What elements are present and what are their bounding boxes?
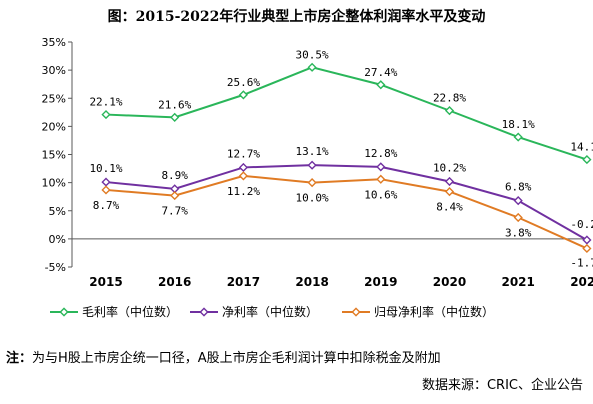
legend-marker [59, 307, 69, 317]
series-line [105, 174, 588, 250]
data-point-marker [238, 90, 248, 100]
legend-label: 毛利率（中位数） [82, 304, 178, 319]
x-tick-label: 2018 [295, 275, 328, 289]
x-tick-label: 2017 [227, 275, 260, 289]
y-tick-label: 10% [42, 177, 66, 190]
data-label: 22.8% [433, 92, 466, 105]
data-point-marker [101, 185, 111, 195]
data-point-marker [170, 190, 180, 201]
x-tick-label: 2021 [501, 275, 534, 289]
x-tick-label: 2016 [158, 275, 191, 289]
y-tick-label: 0% [49, 233, 66, 246]
data-point-marker [238, 162, 248, 173]
data-point-marker [170, 112, 180, 122]
data-label: 3.8% [505, 227, 532, 240]
data-point-marker [582, 243, 592, 254]
data-label: 8.9% [161, 169, 188, 182]
x-tick-label: 2022 [570, 275, 593, 289]
data-point-marker [513, 196, 523, 206]
y-tick-label: 25% [42, 92, 66, 105]
data-label: 8.4% [436, 201, 463, 214]
footnote-label: 注： [6, 351, 33, 366]
data-label: -0.2% [570, 218, 593, 231]
data-point-marker [444, 106, 455, 116]
legend-marker [351, 307, 361, 317]
legend-label: 净利率（中位数） [222, 304, 318, 319]
y-tick-label: 20% [42, 120, 66, 133]
chart-axes: -5% 0% 5% 10% 15% 20% 25% 30% 35% 2015 2016 2017 201… [42, 36, 593, 289]
y-tick-label: 35% [42, 36, 66, 49]
data-label: 10.2% [433, 162, 466, 175]
data-point-marker [444, 176, 455, 187]
data-label: 18.1% [502, 118, 535, 131]
data-label: 12.8% [364, 147, 397, 160]
x-tick-label: 2015 [89, 275, 122, 289]
data-label: 10.1% [89, 162, 122, 175]
chart-data-labels: 22.1% 21.6% 25.6% 30.5% 27.4% 22.8% 18.1% 14.1%… [89, 48, 593, 269]
data-point-marker [101, 177, 111, 187]
data-point-marker [444, 187, 455, 197]
data-point-marker [582, 154, 592, 165]
data-label: 25.6% [227, 76, 260, 89]
data-point-marker [376, 162, 386, 172]
data-label: 13.1% [296, 145, 329, 158]
footnote: 注：为与H股上市房企统一口径，A股上市房企毛利润计算中扣除税金及附加 [6, 347, 441, 366]
data-label: 22.1% [89, 96, 122, 109]
data-point-marker [101, 109, 111, 120]
data-label: 10.6% [364, 188, 397, 201]
data-label: 30.5% [296, 48, 329, 61]
data-label: 27.4% [364, 66, 397, 79]
data-point-marker [307, 160, 317, 170]
data-point-marker [376, 174, 386, 184]
series-line [105, 66, 588, 161]
line-chart: -5% 0% 5% 10% 15% 20% 25% 30% 35% 2015 2016 2017 201… [42, 36, 593, 319]
data-point-marker [307, 178, 317, 188]
y-tick-label: 15% [42, 149, 66, 162]
legend-marker [199, 307, 209, 317]
data-label: 7.7% [161, 205, 188, 218]
data-label: -1.7% [570, 256, 593, 269]
x-tick-label: 2019 [364, 275, 397, 289]
data-point-marker [238, 171, 248, 181]
footnote-text: 为与H股上市房企统一口径，A股上市房企毛利润计算中扣除税金及附加 [32, 351, 441, 366]
data-label: 12.7% [227, 147, 260, 160]
series-line [105, 164, 588, 241]
y-tick-label: 5% [49, 205, 66, 218]
data-label: 14.1% [570, 141, 593, 154]
x-tick-label: 2020 [433, 275, 466, 289]
data-label: 10.0% [296, 192, 329, 205]
legend-label: 归母净利率（中位数） [374, 304, 494, 319]
data-point-marker [513, 212, 523, 223]
y-tick-label: 30% [42, 64, 66, 77]
data-point-marker [307, 62, 317, 72]
chart-title: 图：2015-2022年行业典型上市房企整体利润率水平及变动 [107, 9, 486, 25]
data-point-marker [376, 80, 386, 90]
data-label: 21.6% [158, 98, 191, 111]
y-tick-label: -5% [45, 261, 66, 274]
data-point-marker [582, 235, 592, 245]
data-point-marker [513, 132, 523, 142]
chart-legend: 毛利率（中位数） 净利率（中位数） 归母净利率（中位数） [50, 304, 494, 319]
data-label: 6.8% [505, 181, 532, 194]
data-label: 8.7% [93, 199, 120, 212]
data-label: 11.2% [227, 185, 260, 198]
chart-series [101, 62, 592, 254]
data-source: 数据来源：CRIC、企业公告 [421, 378, 583, 393]
